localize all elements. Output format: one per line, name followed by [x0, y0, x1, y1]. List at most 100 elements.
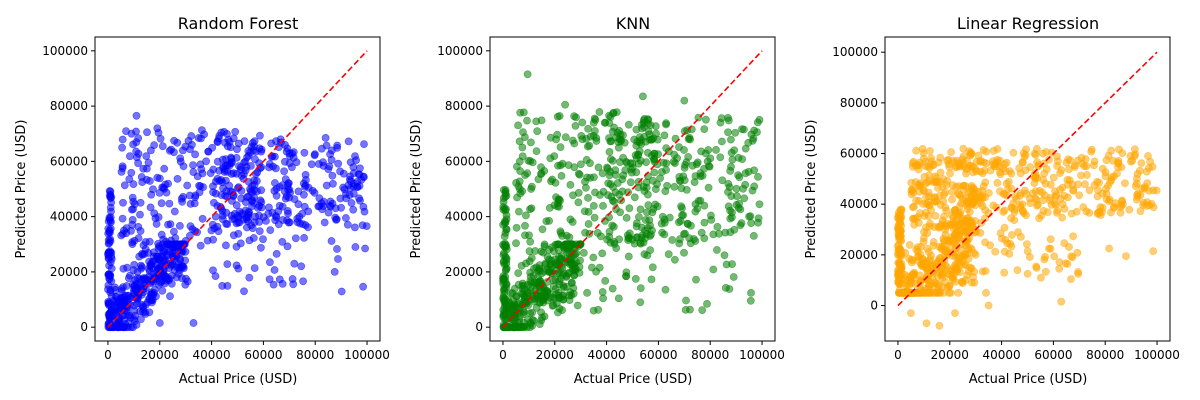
data-point	[895, 286, 904, 294]
data-point	[736, 221, 745, 230]
data-point	[579, 248, 588, 257]
data-point	[749, 231, 758, 240]
data-point	[592, 137, 601, 145]
data-point	[738, 125, 746, 134]
data-point	[122, 224, 131, 232]
data-point	[547, 177, 555, 186]
data-point	[625, 233, 634, 242]
data-point	[634, 151, 643, 159]
data-point	[209, 235, 217, 244]
data-point	[118, 135, 127, 144]
x-tick-label: 100000	[1134, 348, 1180, 362]
data-point	[551, 285, 560, 293]
data-point	[616, 208, 624, 217]
x-tick-label: 80000	[691, 348, 729, 362]
data-point	[993, 178, 1002, 187]
y-tick-label: 80000	[445, 99, 483, 113]
data-point	[527, 185, 535, 193]
panel-linear-regression: Linear Regression Actual Price (USD) Pre…	[804, 14, 1180, 387]
data-point	[176, 154, 185, 163]
data-point	[977, 199, 985, 208]
data-point	[922, 319, 931, 328]
data-point	[265, 275, 274, 284]
data-point	[189, 161, 197, 169]
data-point	[158, 286, 167, 295]
data-point	[571, 122, 580, 130]
data-point	[549, 276, 558, 285]
data-point	[537, 292, 545, 301]
data-point	[938, 216, 947, 225]
data-point	[1050, 252, 1059, 261]
data-point	[951, 309, 959, 317]
data-point	[265, 258, 274, 267]
data-point	[170, 207, 179, 216]
data-point	[715, 229, 723, 238]
data-point	[963, 205, 972, 213]
data-point	[255, 131, 264, 140]
data-point	[636, 298, 645, 307]
data-point	[315, 202, 324, 211]
data-point	[1082, 162, 1091, 171]
data-point	[582, 134, 591, 143]
data-point	[917, 260, 926, 269]
data-point	[907, 309, 915, 317]
data-point	[588, 263, 596, 272]
data-point	[274, 207, 283, 216]
data-point	[149, 252, 158, 261]
data-point	[698, 171, 707, 180]
data-point	[223, 281, 232, 290]
data-point	[525, 231, 533, 240]
data-point	[501, 217, 509, 226]
data-point	[1013, 266, 1022, 274]
data-point	[943, 156, 952, 165]
data-point	[956, 192, 965, 200]
data-point	[1130, 145, 1139, 154]
data-point	[1053, 206, 1062, 215]
data-point	[526, 309, 534, 318]
data-point	[685, 133, 694, 142]
y-tick-label: 0	[475, 320, 483, 334]
data-point	[568, 218, 577, 226]
data-point	[584, 124, 592, 133]
data-point	[540, 167, 549, 175]
data-point	[955, 226, 964, 235]
data-point	[586, 159, 594, 168]
x-tick-label: 20000	[141, 348, 179, 362]
data-point	[595, 263, 604, 272]
data-point	[112, 300, 121, 309]
data-point	[339, 169, 348, 178]
data-point	[958, 279, 967, 288]
data-point	[642, 230, 651, 238]
data-point	[232, 261, 241, 270]
data-point	[1040, 169, 1049, 178]
data-point	[122, 282, 131, 290]
data-point	[624, 120, 633, 129]
data-point	[259, 235, 267, 244]
data-point	[707, 215, 716, 224]
data-point	[170, 136, 178, 145]
data-point	[746, 212, 755, 221]
data-point	[548, 243, 556, 252]
data-point	[1105, 244, 1113, 253]
data-point	[272, 249, 281, 258]
data-point	[227, 196, 236, 205]
data-point	[1074, 268, 1082, 276]
data-point	[644, 190, 652, 199]
data-point	[195, 181, 203, 190]
data-point	[121, 319, 130, 328]
data-point	[123, 291, 132, 300]
data-point	[631, 274, 640, 283]
data-point	[627, 165, 635, 174]
data-point	[351, 243, 360, 251]
data-point	[1031, 187, 1040, 196]
data-point	[959, 144, 968, 153]
data-point	[174, 260, 183, 268]
data-point	[262, 216, 270, 225]
y-tick-label: 0	[80, 320, 88, 334]
y-tick-label: 40000	[840, 197, 878, 211]
data-point	[554, 161, 562, 170]
data-point	[981, 238, 989, 247]
data-point	[222, 208, 231, 217]
data-point	[650, 149, 659, 158]
data-point	[741, 180, 750, 189]
